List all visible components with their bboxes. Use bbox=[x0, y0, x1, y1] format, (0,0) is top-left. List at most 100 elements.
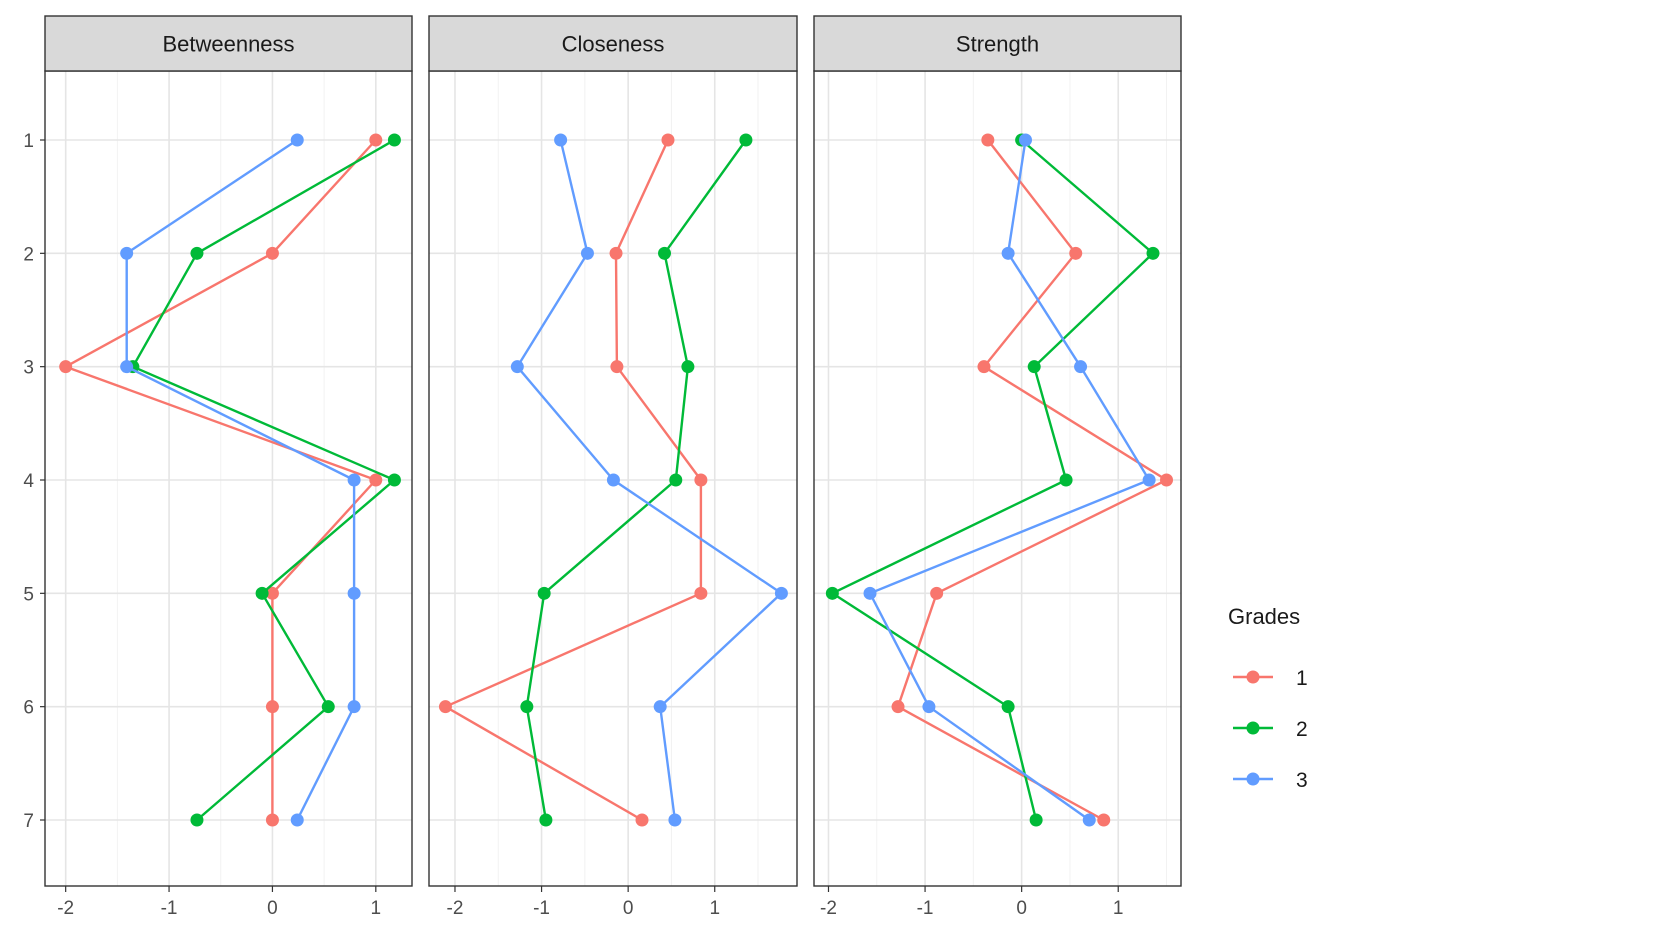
legend-label: 2 bbox=[1296, 718, 1308, 741]
data-point bbox=[190, 813, 204, 827]
data-point bbox=[1001, 700, 1015, 714]
data-point bbox=[1027, 360, 1041, 374]
y-tick-label: 3 bbox=[23, 358, 34, 379]
data-point bbox=[1146, 246, 1160, 260]
data-point bbox=[661, 133, 675, 147]
data-point bbox=[977, 360, 991, 374]
x-axis: -2 -1 0 1 bbox=[447, 886, 720, 919]
data-point bbox=[606, 473, 620, 487]
legend-item-1: 1 bbox=[1233, 667, 1308, 690]
data-point bbox=[1160, 473, 1174, 487]
data-point bbox=[1082, 813, 1096, 827]
data-point bbox=[922, 700, 936, 714]
series-grade-2 bbox=[520, 133, 753, 827]
data-point bbox=[609, 246, 623, 260]
data-point bbox=[1029, 813, 1043, 827]
series-grade-3 bbox=[120, 133, 361, 827]
x-tick-label: -1 bbox=[533, 898, 550, 919]
series-grade-1 bbox=[891, 133, 1174, 827]
data-point bbox=[694, 586, 708, 600]
data-point bbox=[510, 360, 524, 374]
data-point bbox=[1059, 473, 1073, 487]
legend-key-point bbox=[1246, 772, 1260, 786]
data-point bbox=[265, 813, 279, 827]
panel-closeness: Closeness -2 -1 0 1 bbox=[428, 15, 798, 919]
data-point bbox=[669, 473, 683, 487]
series-grade-3 bbox=[510, 133, 788, 827]
data-point bbox=[347, 473, 361, 487]
data-point bbox=[265, 586, 279, 600]
data-point bbox=[658, 246, 672, 260]
data-point bbox=[681, 360, 695, 374]
data-point bbox=[347, 700, 361, 714]
panel-strength: Strength -2 -1 0 1 bbox=[813, 15, 1182, 919]
data-point bbox=[347, 586, 361, 600]
x-tick-label: -1 bbox=[917, 898, 934, 919]
y-tick-label: 6 bbox=[23, 698, 34, 719]
facet-strip-label: Closeness bbox=[562, 32, 665, 57]
legend: Grades 1 2 3 bbox=[1228, 604, 1308, 792]
data-point bbox=[863, 586, 877, 600]
x-tick-label: 0 bbox=[1016, 898, 1027, 919]
x-tick-label: -1 bbox=[161, 898, 178, 919]
data-point bbox=[891, 700, 905, 714]
data-point bbox=[554, 133, 568, 147]
data-point bbox=[825, 586, 839, 600]
data-point bbox=[774, 586, 788, 600]
x-tick-label: 0 bbox=[267, 898, 278, 919]
data-point bbox=[265, 246, 279, 260]
data-point bbox=[635, 813, 649, 827]
legend-title: Grades bbox=[1228, 604, 1300, 629]
data-point bbox=[1019, 133, 1033, 147]
data-point bbox=[120, 360, 134, 374]
data-point bbox=[1074, 360, 1088, 374]
data-point bbox=[653, 700, 667, 714]
legend-label: 1 bbox=[1296, 667, 1308, 690]
legend-key-point bbox=[1246, 670, 1260, 684]
x-tick-label: 0 bbox=[623, 898, 634, 919]
facet-strip-label: Betweenness bbox=[162, 32, 294, 57]
data-point bbox=[265, 700, 279, 714]
x-tick-label: 1 bbox=[371, 898, 382, 919]
data-point bbox=[387, 133, 401, 147]
data-point bbox=[321, 700, 335, 714]
y-tick-label: 2 bbox=[23, 244, 34, 265]
x-axis: -2 -1 0 1 bbox=[57, 886, 381, 919]
data-point bbox=[290, 133, 304, 147]
data-point bbox=[580, 246, 594, 260]
legend-item-3: 3 bbox=[1233, 769, 1308, 792]
data-point bbox=[387, 473, 401, 487]
x-tick-label: 1 bbox=[1113, 898, 1124, 919]
data-point bbox=[668, 813, 682, 827]
y-tick-label: 4 bbox=[23, 471, 34, 492]
data-point bbox=[1001, 246, 1015, 260]
x-tick-label: 1 bbox=[709, 898, 720, 919]
data-point bbox=[369, 133, 383, 147]
y-tick-label: 5 bbox=[23, 584, 34, 605]
data-point bbox=[539, 813, 553, 827]
data-point bbox=[59, 360, 73, 374]
legend-item-2: 2 bbox=[1233, 718, 1308, 741]
panel-betweenness: Betweenness -2 -1 0 1 bbox=[44, 15, 413, 919]
y-tick-label: 7 bbox=[23, 811, 34, 832]
data-point bbox=[438, 700, 452, 714]
x-tick-label: -2 bbox=[447, 898, 464, 919]
data-point bbox=[190, 246, 204, 260]
x-axis: -2 -1 0 1 bbox=[820, 886, 1124, 919]
data-point bbox=[1097, 813, 1111, 827]
data-point bbox=[1069, 246, 1083, 260]
x-tick-label: -2 bbox=[820, 898, 837, 919]
facet-strip-label: Strength bbox=[956, 32, 1039, 57]
y-axis: 1 2 3 4 5 6 7 bbox=[23, 131, 45, 832]
facet-strip bbox=[44, 15, 413, 72]
panel-background bbox=[814, 71, 1181, 886]
facet-strip bbox=[428, 15, 798, 72]
data-point bbox=[930, 586, 944, 600]
data-point bbox=[1142, 473, 1156, 487]
legend-label: 3 bbox=[1296, 769, 1308, 792]
series-grade-1 bbox=[438, 133, 708, 827]
facet-strip bbox=[813, 15, 1182, 72]
series-grade-3 bbox=[863, 133, 1156, 827]
data-point bbox=[610, 360, 624, 374]
